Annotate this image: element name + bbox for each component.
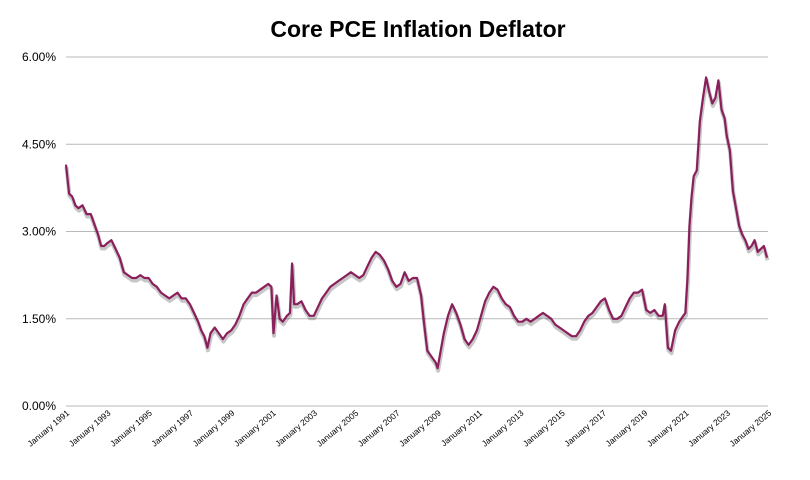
x-tick-label: January 2001 bbox=[232, 408, 278, 449]
x-tick-label: January 2009 bbox=[397, 408, 443, 449]
series-line-shadow bbox=[64, 77, 770, 373]
y-tick-label: 0.00% bbox=[22, 399, 56, 413]
x-tick-label: January 1993 bbox=[67, 408, 113, 449]
x-tick-label: January 2003 bbox=[273, 408, 319, 449]
y-tick-label: 1.50% bbox=[22, 312, 56, 326]
x-tick-label: January 2011 bbox=[439, 408, 485, 449]
x-tick-label: January 2019 bbox=[604, 408, 650, 449]
x-tick-label: January 2005 bbox=[314, 408, 360, 449]
x-tick-label: January 2021 bbox=[645, 408, 691, 449]
x-tick-label: January 2017 bbox=[562, 408, 608, 449]
y-tick-label: 6.00% bbox=[22, 50, 56, 64]
series-layer bbox=[64, 76, 770, 373]
x-tick-label: January 1995 bbox=[108, 408, 154, 449]
x-tick-label: January 1997 bbox=[149, 408, 195, 449]
y-tick-label: 4.50% bbox=[22, 137, 56, 151]
x-tick-label: January 1991 bbox=[25, 408, 71, 449]
x-tick-label: January 2025 bbox=[727, 408, 773, 449]
x-tick-label: January 2023 bbox=[686, 408, 732, 449]
y-tick-label: 3.00% bbox=[22, 225, 56, 239]
x-tick-label: January 1999 bbox=[191, 408, 237, 449]
y-axis-ticks: 0.00% 1.50% 3.00% 4.50% 6.00% bbox=[22, 50, 56, 413]
x-tick-label: January 2007 bbox=[356, 408, 402, 449]
chart-title: Core PCE Inflation Deflator bbox=[270, 16, 565, 42]
x-tick-label: January 2013 bbox=[480, 408, 526, 449]
gridlines bbox=[66, 56, 768, 407]
series-line-0 bbox=[64, 76, 769, 370]
x-tick-label: January 2015 bbox=[521, 408, 567, 449]
